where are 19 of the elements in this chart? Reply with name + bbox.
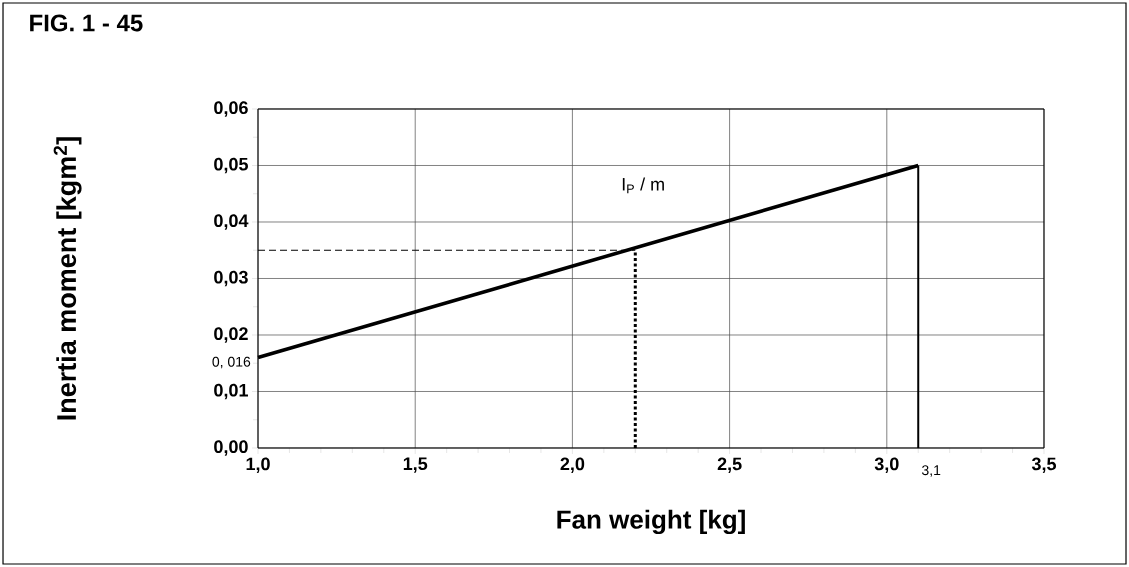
y-tick-label: 0,05 xyxy=(214,157,248,174)
y-tick-label: 0,06 xyxy=(214,101,248,117)
chart-title: FIG. 1 - 45 xyxy=(30,14,143,32)
x-tick-label: 1,0 xyxy=(246,457,270,473)
x-tick-label: 3,0 xyxy=(874,457,899,473)
y-axis-title: Inertia moment [kgm$^{2}$] xyxy=(53,137,82,420)
x-tick-label: 2,0 xyxy=(560,457,585,473)
y-tick-label: 0,03 xyxy=(214,270,248,287)
x-axis-title: Fan weight [kg] xyxy=(557,509,745,535)
annotation: 0, 016 xyxy=(212,356,251,369)
y-tick-label: 0,01 xyxy=(214,383,248,400)
y-tick-label: 0,02 xyxy=(214,327,248,343)
x-tick-label: 3,5 xyxy=(1031,457,1057,473)
annotation: I$_{P}$ / m xyxy=(622,177,664,194)
y-tick-label: 0,04 xyxy=(214,214,249,230)
y-tick-label: 0,00 xyxy=(214,440,248,456)
x-tick-label: 1,5 xyxy=(403,457,428,473)
annotation: 3,1 xyxy=(921,465,941,477)
x-tick-label: 2,5 xyxy=(717,457,742,473)
